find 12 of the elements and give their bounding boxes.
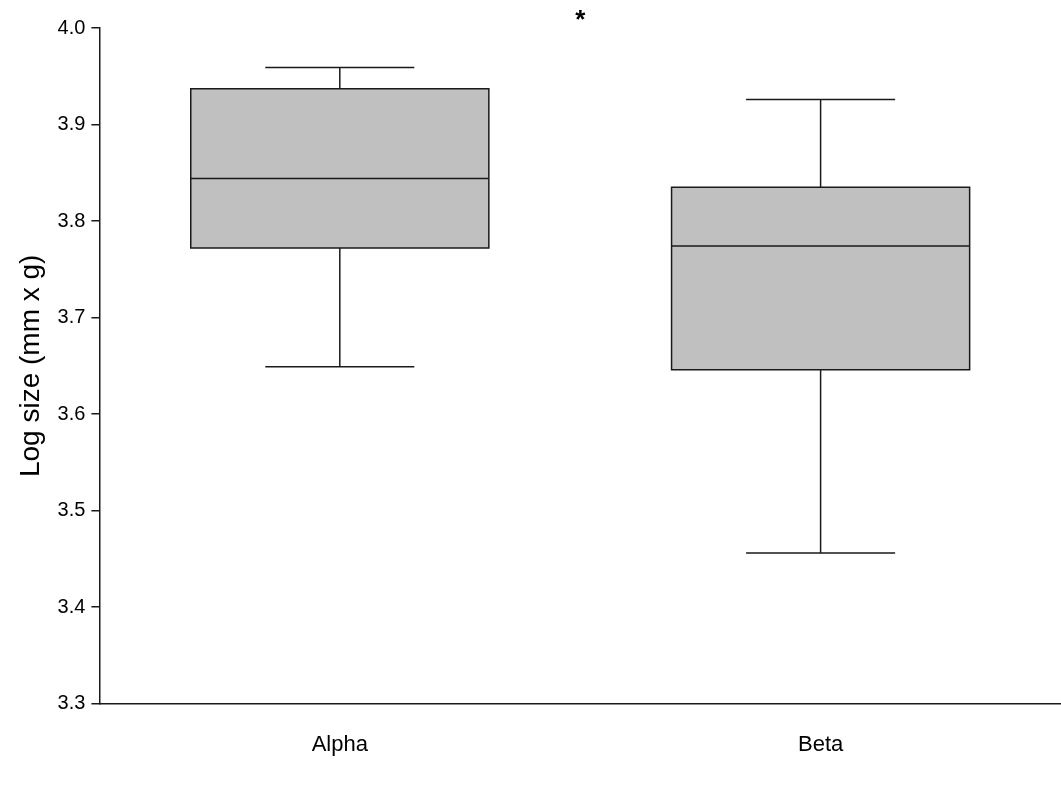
- annotation: *: [575, 4, 587, 35]
- y-tick-label: 3.5: [57, 498, 86, 521]
- y-tick-label: 3.4: [57, 594, 86, 617]
- y-axis-title: Log size (mm x g): [13, 254, 45, 478]
- y-tick-label: 3.6: [57, 401, 86, 424]
- y-tick-label: 4.0: [57, 15, 86, 38]
- y-tick-label: 3.8: [57, 208, 86, 231]
- x-tick-label: Beta: [797, 730, 844, 756]
- y-tick-label: 3.3: [57, 691, 86, 714]
- y-tick-label: 3.9: [57, 112, 86, 135]
- x-tick-label: Alpha: [311, 730, 369, 756]
- y-tick-label: 3.7: [57, 305, 86, 328]
